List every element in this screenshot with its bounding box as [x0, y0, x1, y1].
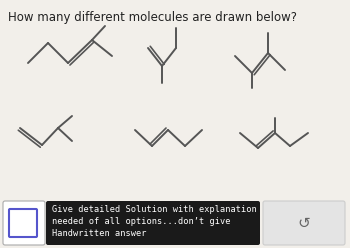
FancyBboxPatch shape — [3, 201, 45, 245]
FancyBboxPatch shape — [46, 201, 260, 245]
Text: ↺: ↺ — [298, 216, 310, 230]
FancyBboxPatch shape — [9, 209, 37, 237]
Text: How many different molecules are drawn below?: How many different molecules are drawn b… — [8, 11, 297, 24]
FancyBboxPatch shape — [263, 201, 345, 245]
Text: Give detailed Solution with explanation
needed of all options...don’t give
Handw: Give detailed Solution with explanation … — [52, 205, 257, 238]
